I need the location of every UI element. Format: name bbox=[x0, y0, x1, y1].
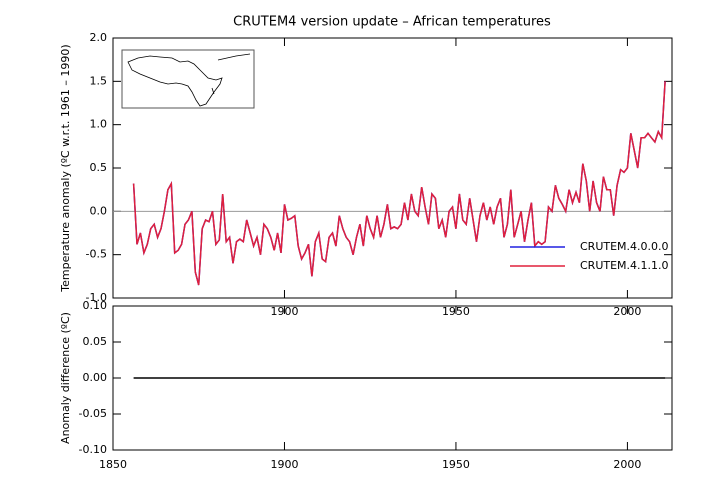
y-tick-label: -0.05 bbox=[79, 407, 107, 420]
y-tick-label: 0.5 bbox=[90, 161, 108, 174]
inset-frame bbox=[121, 49, 255, 109]
y-tick-label: 1.0 bbox=[90, 118, 108, 131]
y-tick-label: -0.5 bbox=[86, 248, 107, 261]
x-tick-label: 1850 bbox=[99, 458, 127, 471]
y-tick-label: 2.0 bbox=[90, 31, 108, 44]
y-tick-label: -0.10 bbox=[79, 443, 107, 456]
y-tick-label: 0.00 bbox=[83, 371, 108, 384]
africa-outline bbox=[127, 53, 251, 107]
x-tick-label: 1900 bbox=[270, 458, 298, 471]
y-axis-label: Temperature anomaly (ºC w.r.t. 1961 – 19… bbox=[59, 44, 72, 292]
chart-title: CRUTEM4 version update – African tempera… bbox=[233, 15, 551, 30]
legend-label: CRUTEM.4.0.0.0 bbox=[580, 240, 669, 253]
legend-label: CRUTEM.4.1.1.0 bbox=[580, 259, 669, 272]
madagascar bbox=[211, 87, 215, 95]
y-tick-label: 0.05 bbox=[83, 335, 108, 348]
y-tick-label: 0.10 bbox=[83, 299, 108, 312]
y-tick-label: 0.0 bbox=[90, 204, 108, 217]
y-axis-label: Anomaly difference (ºC) bbox=[59, 312, 72, 444]
data-line bbox=[132, 81, 666, 286]
inset-map bbox=[121, 49, 255, 109]
y-tick-label: 1.5 bbox=[90, 74, 108, 87]
x-tick-label: 2000 bbox=[613, 458, 641, 471]
y-tick-label: -1.0 bbox=[86, 291, 107, 304]
x-tick-label: 1950 bbox=[442, 458, 470, 471]
